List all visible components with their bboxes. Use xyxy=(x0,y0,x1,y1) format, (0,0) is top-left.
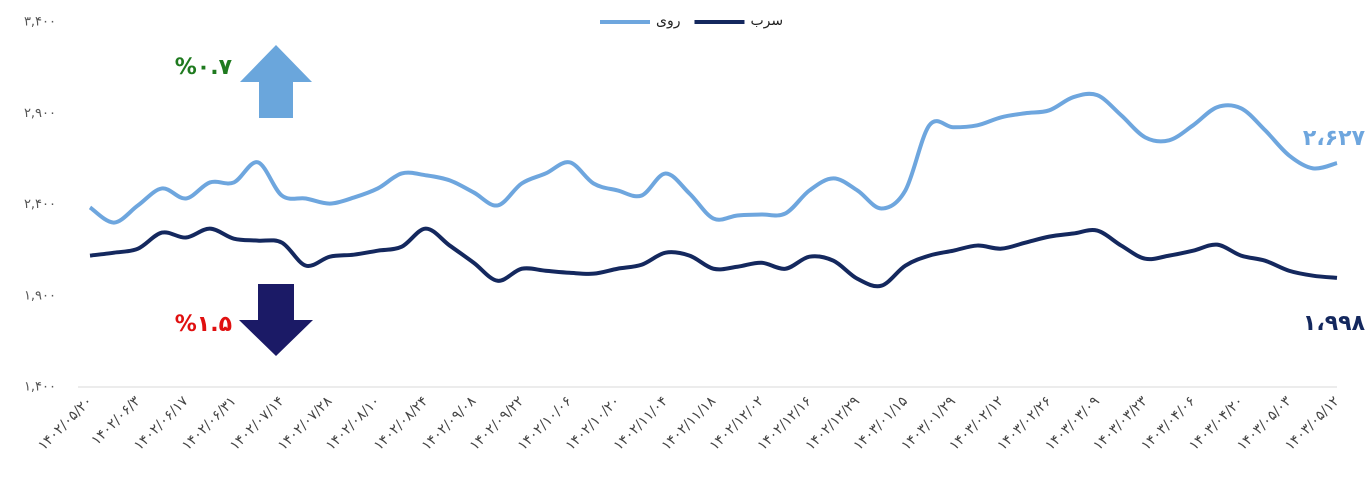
annotation: %۰.۷ xyxy=(175,55,233,80)
legend-label: سرب xyxy=(750,13,783,29)
x-tick-label: ۱۴۰۲/۰۵/۲۰ xyxy=(35,393,96,454)
y-tick-label: ۱,۹۰۰ xyxy=(24,288,56,303)
data-label: ۱،۹۹۸ xyxy=(1303,311,1366,336)
y-tick-label: ۳,۴۰۰ xyxy=(24,15,56,30)
annotation: %۱.۵ xyxy=(175,312,232,337)
line xyxy=(89,226,1338,289)
down-arrow xyxy=(239,284,313,356)
y-tick-label: ۱,۴۰۰ xyxy=(24,380,56,395)
y-tick-label: ۲,۹۰۰ xyxy=(24,106,56,121)
legend-label: روی xyxy=(656,13,680,29)
y-tick-label: ۲,۴۰۰ xyxy=(24,197,56,212)
data-label: ۲،۶۲۷ xyxy=(1303,126,1366,151)
line xyxy=(88,91,1338,225)
up-arrow xyxy=(240,45,312,118)
